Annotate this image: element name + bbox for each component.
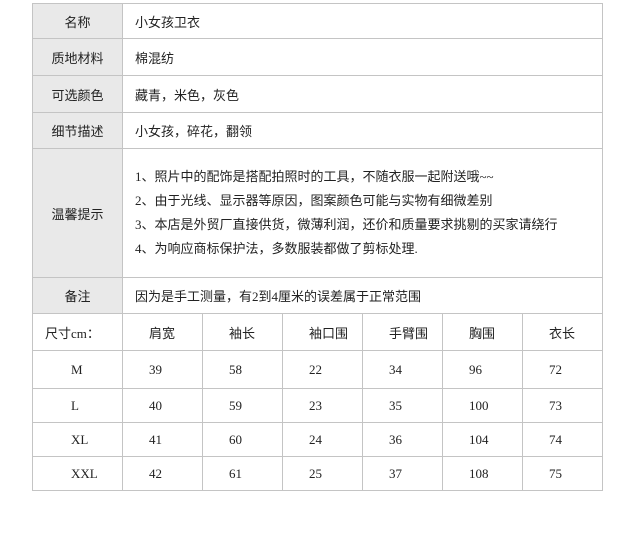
size-header: 尺寸cm： bbox=[32, 313, 123, 351]
size-cell: 34 bbox=[362, 350, 443, 389]
size-cell: 24 bbox=[282, 422, 363, 457]
size-cell: XL bbox=[32, 422, 123, 457]
info-label: 可选颜色 bbox=[32, 75, 123, 113]
size-cell: 100 bbox=[442, 388, 523, 423]
size-cell: 58 bbox=[202, 350, 283, 389]
size-cell: 72 bbox=[522, 350, 603, 389]
info-label: 温馨提示 bbox=[32, 148, 123, 278]
size-cell: 40 bbox=[122, 388, 203, 423]
size-cell: 35 bbox=[362, 388, 443, 423]
size-cell: M bbox=[32, 350, 123, 389]
size-header: 袖口围 bbox=[282, 313, 363, 351]
size-cell: 108 bbox=[442, 456, 523, 491]
info-value: 小女孩，碎花，翻领 bbox=[122, 112, 603, 149]
tip-line: 3、本店是外贸厂直接供货，微薄利润，还价和质量要求挑剔的买家请绕行 bbox=[135, 217, 558, 232]
info-label: 质地材料 bbox=[32, 38, 123, 76]
info-label: 名称 bbox=[32, 3, 123, 39]
info-value: 藏青，米色，灰色 bbox=[122, 75, 603, 113]
info-lines: 1、照片中的配饰是搭配拍照时的工具，不随衣服一起附送哦~~ 2、由于光线、显示器等… bbox=[122, 148, 603, 278]
info-value: 棉混纺 bbox=[122, 38, 603, 76]
size-cell: 74 bbox=[522, 422, 603, 457]
info-value: 小女孩卫衣 bbox=[122, 3, 603, 39]
size-cell: 75 bbox=[522, 456, 603, 491]
size-cell: 96 bbox=[442, 350, 523, 389]
info-value: 因为是手工测量，有2到4厘米的误差属于正常范围 bbox=[122, 277, 603, 314]
info-label: 备注 bbox=[32, 277, 123, 314]
size-cell: 104 bbox=[442, 422, 523, 457]
size-cell: 25 bbox=[282, 456, 363, 491]
info-label: 细节描述 bbox=[32, 112, 123, 149]
size-header: 袖长 bbox=[202, 313, 283, 351]
size-cell: 39 bbox=[122, 350, 203, 389]
size-cell: 59 bbox=[202, 388, 283, 423]
size-cell: 22 bbox=[282, 350, 363, 389]
size-cell: 60 bbox=[202, 422, 283, 457]
size-cell: 73 bbox=[522, 388, 603, 423]
size-cell: XXL bbox=[32, 456, 123, 491]
size-cell: 37 bbox=[362, 456, 443, 491]
size-cell: 41 bbox=[122, 422, 203, 457]
size-cell: 42 bbox=[122, 456, 203, 491]
size-header: 衣长 bbox=[522, 313, 603, 351]
size-header: 肩宽 bbox=[122, 313, 203, 351]
size-cell: 23 bbox=[282, 388, 363, 423]
tip-line: 2、由于光线、显示器等原因，图案颜色可能与实物有细微差别 bbox=[135, 193, 493, 208]
tip-line: 4、为响应商标保护法，多数服装都做了剪标处理. bbox=[135, 241, 418, 256]
size-cell: L bbox=[32, 388, 123, 423]
size-cell: 61 bbox=[202, 456, 283, 491]
size-header: 手臂围 bbox=[362, 313, 443, 351]
size-cell: 36 bbox=[362, 422, 443, 457]
tip-line: 1、照片中的配饰是搭配拍照时的工具，不随衣服一起附送哦~~ bbox=[135, 169, 494, 184]
size-header: 胸围 bbox=[442, 313, 523, 351]
